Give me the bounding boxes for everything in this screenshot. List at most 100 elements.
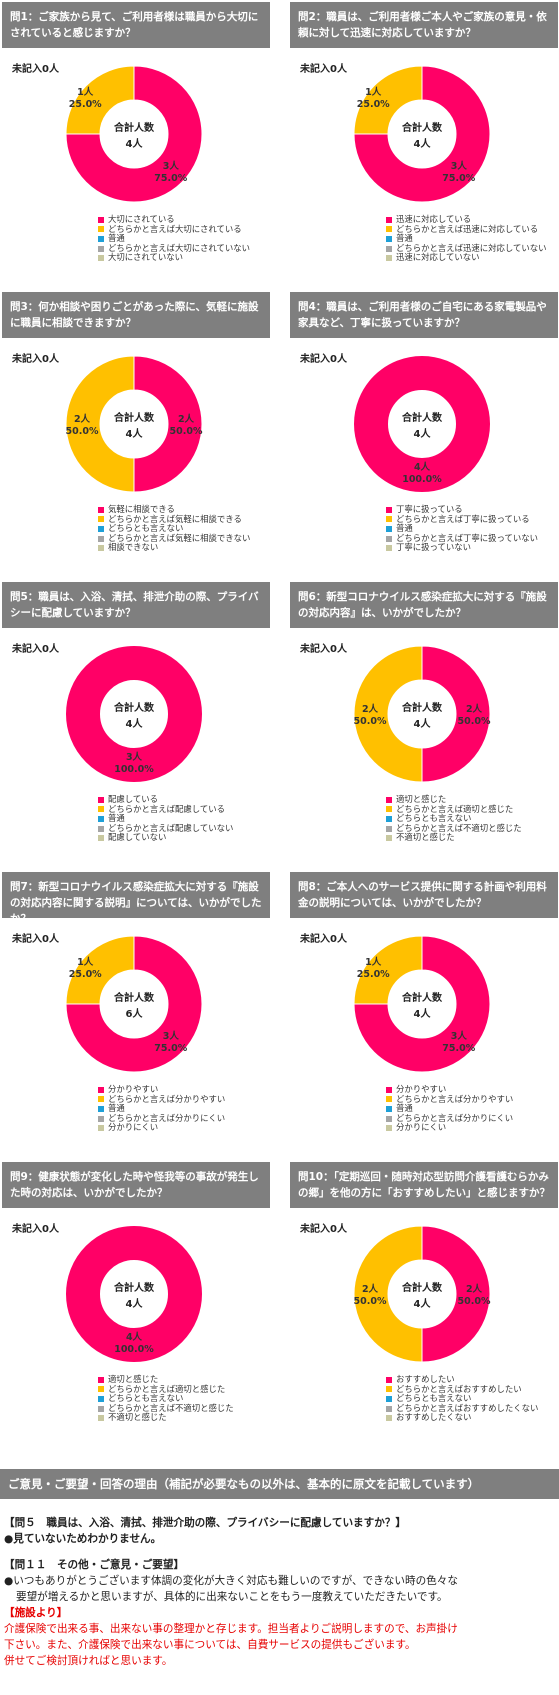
- legend-label: どちらかと言えば迅速に対応していない: [396, 242, 547, 253]
- legend-item: どちらかと言えば丁寧に扱っていない: [386, 533, 538, 544]
- legend-swatch: [386, 545, 392, 552]
- slice-percent-label: 25.0%: [357, 969, 390, 980]
- legend-swatch: [98, 825, 104, 832]
- legend-swatch: [98, 1086, 104, 1093]
- slice-count-label: 3人: [163, 1030, 180, 1042]
- legend-item: 分かりやすい: [98, 1084, 225, 1095]
- survey-chart-panel: 問7：新型コロナウイルス感染症拡大に対する『施設の対応内容に関する説明』について…: [2, 872, 270, 1147]
- slice-count-label: 1人: [77, 956, 94, 968]
- legend-label: どちらかと言えば大切にされている: [108, 223, 242, 234]
- legend-item: どちらかと言えば配慮している: [98, 803, 233, 815]
- legend-swatch: [98, 1096, 104, 1103]
- legend-item: どちらかと言えば大切にされている: [98, 223, 250, 235]
- survey-chart-panel: 問9：健康状態が変化した時や怪我等の事故が発生した時の対応は、いかがでしたか？ 未…: [2, 1162, 270, 1437]
- legend-label: 普通: [396, 233, 413, 244]
- legend-label: おすすめしたくない: [396, 1412, 472, 1423]
- legend-label: 分かりにくい: [396, 1122, 447, 1133]
- legend-swatch: [386, 1405, 392, 1412]
- legend-item: おすすめしたくない: [386, 1413, 538, 1423]
- legend-item: 普通: [98, 234, 250, 244]
- legend-swatch: [98, 796, 104, 803]
- legend-swatch: [386, 535, 392, 542]
- legend-label: 気軽に相談できる: [108, 504, 175, 514]
- slice-percent-label: 75.0%: [442, 1043, 475, 1054]
- legend-label: どちらかと言えば配慮している: [108, 803, 225, 814]
- question-title: 問9：健康状態が変化した時や怪我等の事故が発生した時の対応は、いかがでしたか？: [2, 1162, 270, 1208]
- legend-label: 大切にされている: [108, 214, 175, 224]
- legend-swatch: [98, 1395, 104, 1402]
- donut-slice: [65, 935, 203, 1073]
- legend-item: どちらかと言えば配慮していない: [98, 823, 233, 834]
- legend-label: おすすめしたい: [396, 1374, 455, 1384]
- no-answer-count: 未記入0人: [300, 934, 347, 945]
- legend-item: 分かりやすい: [386, 1084, 513, 1095]
- legend-swatch: [386, 255, 392, 262]
- center-total-label: 合計人数: [113, 411, 155, 424]
- legend-item: どちらとも言えない: [386, 1394, 538, 1404]
- legend-item: 配慮している: [98, 794, 233, 805]
- center-total-value: 4人: [126, 137, 144, 150]
- legend-label: どちらかと言えばおすすめしたい: [396, 1383, 522, 1394]
- survey-chart-panel: 問10：「定期巡回・随時対応型訪問介護看護むらかみの郷」を他の方に「おすすめした…: [290, 1162, 558, 1437]
- slice-percent-label: 50.0%: [66, 426, 99, 437]
- legend-swatch: [98, 1405, 104, 1412]
- legend-swatch: [386, 825, 392, 832]
- center-total-value: 4人: [414, 1007, 432, 1020]
- legend-label: どちらかと言えばおすすめしたくない: [396, 1402, 539, 1413]
- legend-item: 大切にされている: [98, 214, 250, 225]
- legend-item: どちらかと言えばおすすめしたくない: [386, 1402, 539, 1414]
- center-total-value: 4人: [126, 1297, 144, 1310]
- donut-slice: [353, 1225, 423, 1363]
- q11-heading: 【問１１ その他・ご意見・ご要望】: [4, 1559, 185, 1571]
- legend-item: 迅速に対応している: [386, 214, 547, 225]
- center-total-label: 合計人数: [401, 701, 443, 714]
- legend-label: どちらかと言えば大切にされていない: [108, 242, 250, 253]
- chart-legend: 大切にされている どちらかと言えば大切にされている 普通 どちらかと言えば大切にされて…: [98, 214, 250, 263]
- legend-swatch: [386, 815, 392, 822]
- question-title: 問2：職員は、ご利用者様ご本人やご家族の意見・依頼に対して迅速に対応していますか…: [290, 2, 558, 48]
- legend-label: 不適切と感じた: [108, 1412, 167, 1423]
- donut-slice: [66, 1226, 202, 1362]
- slice-percent-label: 25.0%: [357, 99, 390, 110]
- legend-swatch: [98, 1115, 104, 1122]
- legend-label: どちらかと言えば分かりやすい: [396, 1093, 514, 1104]
- legend-label: 丁寧に扱っている: [396, 504, 463, 514]
- center-total-label: 合計人数: [113, 991, 155, 1004]
- legend-swatch: [386, 806, 392, 813]
- comments-section-header: ご意見・ご要望・回答の理由（補記が必要なもの以外は、基本的に原文を記載しています…: [0, 1469, 559, 1499]
- slice-count-label: 1人: [77, 86, 94, 98]
- slice-count-label: 3人: [163, 160, 180, 172]
- survey-chart-panel: 問2：職員は、ご利用者様ご本人やご家族の意見・依頼に対して迅速に対応していますか…: [290, 2, 558, 277]
- question-title: 問6：新型コロナウイルス感染症拡大に対する『施設の対応内容』は、いかがでしたか？: [290, 582, 558, 628]
- slice-percent-label: 50.0%: [170, 426, 203, 437]
- legend-item: 迅速に対応していない: [386, 253, 547, 263]
- legend-label: 普通: [396, 1103, 413, 1114]
- facility-reply-line: 介護保険で出来る事、出来ない事の整理かと存じます。担当者よりご説明しますので、お…: [4, 1623, 458, 1635]
- legend-item: どちらかと言えば丁寧に扱っている: [386, 514, 538, 525]
- no-answer-count: 未記入0人: [12, 354, 59, 365]
- center-total-value: 4人: [126, 427, 144, 440]
- donut-slice: [421, 1225, 491, 1363]
- chart-legend: 適切と感じた どちらかと言えば適切と感じた どちらとも言えない どちらかと言えば不適切…: [98, 1374, 234, 1423]
- survey-chart-panel: 問5：職員は、入浴、清拭、排泄介助の際、プライバシーに配慮していますか？ 未記入0…: [2, 582, 270, 857]
- slice-percent-label: 100.0%: [114, 764, 154, 775]
- facility-reply-label: 【施設より】: [4, 1607, 68, 1619]
- slice-count-label: 4人: [126, 1331, 143, 1343]
- slice-count-label: 1人: [365, 86, 382, 98]
- donut-slice: [133, 355, 203, 493]
- question-title: 問3：何か相談や困りごとがあった際に、気軽に施設に職員に相談できますか？: [2, 292, 270, 338]
- legend-label: 適切と感じた: [396, 794, 447, 804]
- legend-item: どちらかと言えば気軽に相談できる: [98, 514, 250, 525]
- legend-item: 普通: [386, 524, 538, 534]
- legend-swatch: [98, 216, 104, 223]
- slice-percent-label: 75.0%: [154, 1043, 187, 1054]
- legend-item: 適切と感じた: [386, 794, 522, 805]
- legend-label: 分かりにくい: [108, 1122, 159, 1133]
- legend-swatch: [386, 216, 392, 223]
- facility-reply-line: 併せてご検討頂ければと思います。: [4, 1655, 173, 1667]
- legend-label: 適切と感じた: [108, 1374, 159, 1384]
- slice-count-label: 2人: [466, 1283, 483, 1295]
